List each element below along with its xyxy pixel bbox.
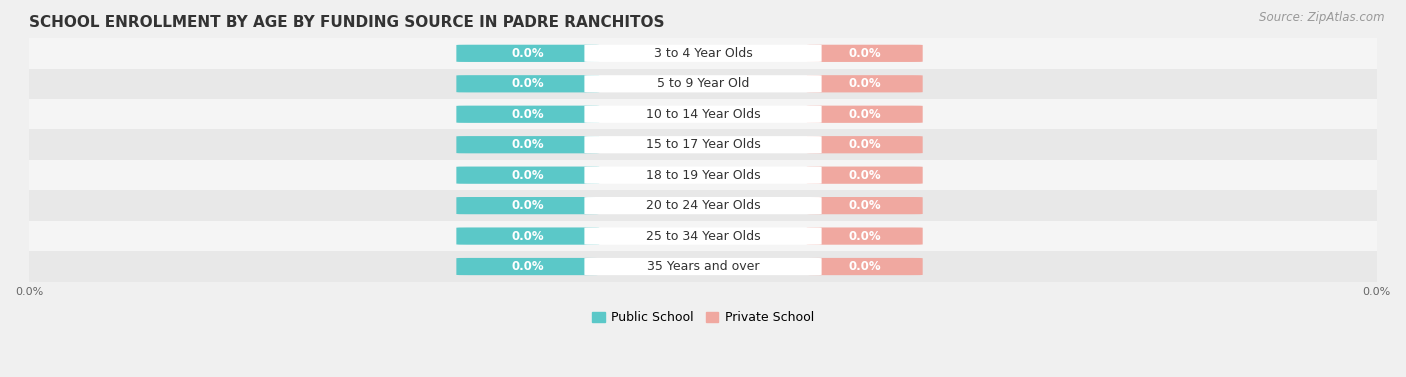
FancyBboxPatch shape (807, 136, 922, 153)
Text: 15 to 17 Year Olds: 15 to 17 Year Olds (645, 138, 761, 151)
Text: 0.0%: 0.0% (848, 108, 882, 121)
Text: 0.0%: 0.0% (512, 169, 544, 182)
Text: 25 to 34 Year Olds: 25 to 34 Year Olds (645, 230, 761, 242)
Text: 0.0%: 0.0% (848, 199, 882, 212)
Bar (30, 129, 1376, 160)
FancyBboxPatch shape (457, 227, 599, 245)
FancyBboxPatch shape (585, 75, 821, 92)
Text: 3 to 4 Year Olds: 3 to 4 Year Olds (654, 47, 752, 60)
Text: 5 to 9 Year Old: 5 to 9 Year Old (657, 77, 749, 90)
FancyBboxPatch shape (457, 45, 599, 62)
Text: 0.0%: 0.0% (848, 260, 882, 273)
FancyBboxPatch shape (457, 167, 599, 184)
Text: 35 Years and over: 35 Years and over (647, 260, 759, 273)
Bar (30, 99, 1376, 129)
Text: 0.0%: 0.0% (512, 260, 544, 273)
Text: 10 to 14 Year Olds: 10 to 14 Year Olds (645, 108, 761, 121)
Text: 0.0%: 0.0% (512, 199, 544, 212)
FancyBboxPatch shape (457, 258, 599, 275)
Legend: Public School, Private School: Public School, Private School (588, 306, 818, 329)
FancyBboxPatch shape (457, 75, 599, 92)
Bar (30, 160, 1376, 190)
FancyBboxPatch shape (807, 167, 922, 184)
FancyBboxPatch shape (585, 106, 821, 123)
FancyBboxPatch shape (807, 197, 922, 214)
Text: 20 to 24 Year Olds: 20 to 24 Year Olds (645, 199, 761, 212)
Text: 0.0%: 0.0% (512, 47, 544, 60)
FancyBboxPatch shape (457, 136, 599, 153)
Text: 0.0%: 0.0% (512, 138, 544, 151)
FancyBboxPatch shape (585, 136, 821, 153)
FancyBboxPatch shape (585, 197, 821, 214)
Text: 0.0%: 0.0% (512, 230, 544, 242)
FancyBboxPatch shape (585, 227, 821, 245)
Text: 0.0%: 0.0% (512, 108, 544, 121)
Text: Source: ZipAtlas.com: Source: ZipAtlas.com (1260, 11, 1385, 24)
Bar (30, 69, 1376, 99)
FancyBboxPatch shape (807, 227, 922, 245)
FancyBboxPatch shape (457, 106, 599, 123)
Text: 0.0%: 0.0% (848, 77, 882, 90)
FancyBboxPatch shape (807, 106, 922, 123)
FancyBboxPatch shape (585, 167, 821, 184)
Text: 18 to 19 Year Olds: 18 to 19 Year Olds (645, 169, 761, 182)
Text: 0.0%: 0.0% (512, 77, 544, 90)
Text: 0.0%: 0.0% (848, 230, 882, 242)
FancyBboxPatch shape (807, 258, 922, 275)
Text: SCHOOL ENROLLMENT BY AGE BY FUNDING SOURCE IN PADRE RANCHITOS: SCHOOL ENROLLMENT BY AGE BY FUNDING SOUR… (30, 15, 665, 30)
Text: 0.0%: 0.0% (848, 47, 882, 60)
Bar (30, 251, 1376, 282)
Bar (30, 38, 1376, 69)
FancyBboxPatch shape (457, 197, 599, 214)
FancyBboxPatch shape (585, 258, 821, 275)
Bar (30, 221, 1376, 251)
FancyBboxPatch shape (585, 45, 821, 62)
Text: 0.0%: 0.0% (848, 138, 882, 151)
Text: 0.0%: 0.0% (848, 169, 882, 182)
FancyBboxPatch shape (807, 45, 922, 62)
Bar (30, 190, 1376, 221)
FancyBboxPatch shape (807, 75, 922, 92)
